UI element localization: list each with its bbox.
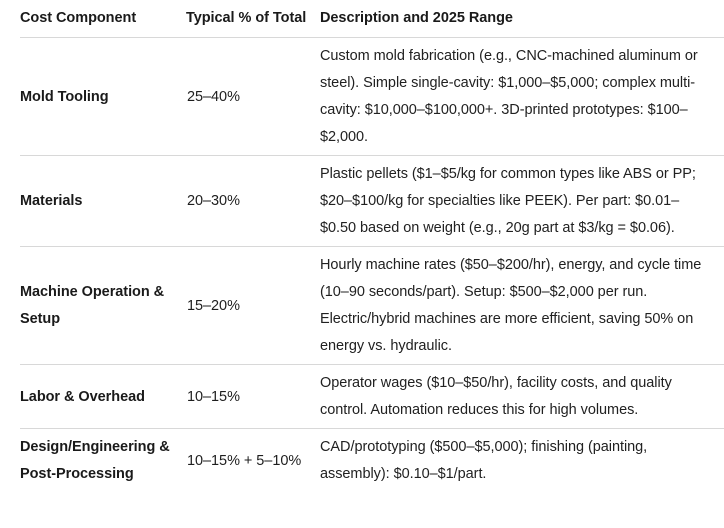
cell-description: CAD/prototyping ($500–$5,000); finishing… bbox=[320, 439, 648, 482]
cell-component: Labor & Overhead bbox=[20, 388, 145, 405]
cell-description: Hourly machine rates ($50–$200/hr), ener… bbox=[320, 257, 702, 354]
cell-component: Mold Tooling bbox=[20, 88, 109, 105]
table-row-materials: Materials 20–30% Plastic pellets ($1–$5/… bbox=[0, 156, 724, 247]
column-header-typical-percent: Typical % of Total bbox=[186, 10, 307, 26]
cell-description: Plastic pellets ($1–$5/kg for common typ… bbox=[320, 166, 696, 236]
cell-percent: 15–20% bbox=[187, 297, 240, 314]
table-header-row: Cost Component Typical % of Total Descri… bbox=[0, 0, 724, 38]
cell-description: Custom mold fabrication (e.g., CNC-machi… bbox=[320, 48, 698, 145]
cell-component: Machine Operation & Setup bbox=[20, 284, 165, 327]
cell-description: Operator wages ($10–$50/hr), facility co… bbox=[320, 375, 672, 418]
table-row-labor-overhead: Labor & Overhead 10–15% Operator wages (… bbox=[0, 365, 724, 429]
cell-percent: 20–30% bbox=[187, 193, 240, 209]
column-header-description: Description and 2025 Range bbox=[320, 10, 513, 26]
table-row-machine-operation: Machine Operation & Setup 15–20% Hourly … bbox=[0, 247, 724, 365]
cell-component: Design/Engineering & Post-Processing bbox=[20, 439, 170, 482]
column-header-cost-component: Cost Component bbox=[20, 10, 137, 26]
table-row-design-engineering: Design/Engineering & Post-Processing 10–… bbox=[0, 429, 724, 493]
cost-breakdown-table: Cost Component Typical % of Total Descri… bbox=[0, 0, 724, 493]
table-row-mold-tooling: Mold Tooling 25–40% Custom mold fabricat… bbox=[0, 38, 724, 156]
cell-percent: 10–15% + 5–10% bbox=[187, 452, 302, 469]
cell-percent: 25–40% bbox=[187, 88, 240, 105]
cell-percent: 10–15% bbox=[187, 388, 240, 405]
cell-component: Materials bbox=[20, 193, 83, 209]
